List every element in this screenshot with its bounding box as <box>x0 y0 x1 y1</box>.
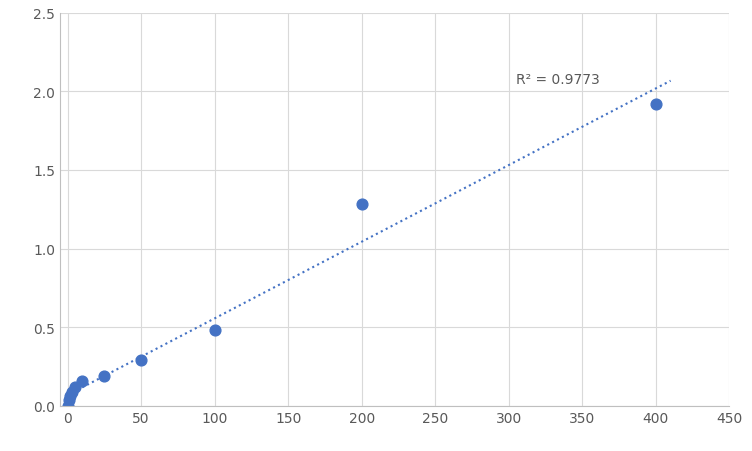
Point <box>208 327 220 334</box>
Point <box>69 383 81 391</box>
Point <box>65 393 77 400</box>
Point <box>66 388 78 396</box>
Point <box>76 377 88 384</box>
Point <box>62 402 74 410</box>
Point <box>99 373 111 380</box>
Point <box>63 396 75 403</box>
Point <box>135 357 147 364</box>
Point <box>650 101 662 108</box>
Text: R² = 0.9773: R² = 0.9773 <box>516 73 600 87</box>
Point <box>356 202 368 209</box>
